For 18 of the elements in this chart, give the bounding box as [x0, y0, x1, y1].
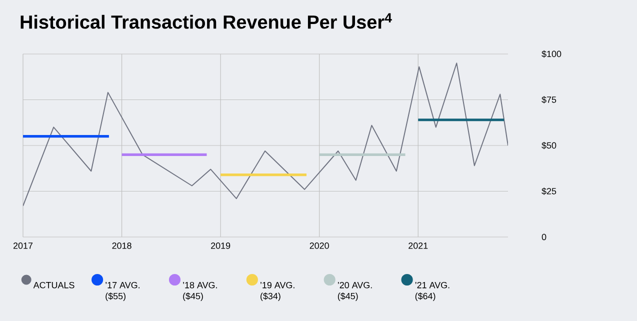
y-tick-label: $50	[542, 142, 556, 150]
x-tick-label: 2018	[112, 242, 132, 249]
legend-label: ’20 AVG. ($45)	[338, 282, 372, 302]
legend-label: ’18 AVG. ($45)	[183, 282, 217, 302]
x-tick-label: 2017	[13, 242, 33, 249]
x-tick-label: 2021	[408, 242, 428, 249]
y-tick-label: $100	[542, 50, 562, 58]
line-series	[23, 62, 508, 206]
x-tick-label: 2019	[211, 242, 230, 249]
legend-label: ’19 AVG. ($34)	[260, 282, 294, 302]
legend-label: ’21 AVG. ($64)	[415, 282, 450, 302]
y-tick-label: $25	[542, 188, 556, 195]
legend-label: ACTUALS	[33, 282, 74, 288]
chart-title: Historical Transaction Revenue Per User$^{4}$	[20, 13, 392, 29]
y-tick-label: 0	[542, 234, 546, 240]
legend-label: ’17 AVG. ($55)	[106, 282, 140, 302]
y-tick-label: $75	[542, 96, 556, 104]
x-tick-label: 2020	[310, 242, 329, 249]
